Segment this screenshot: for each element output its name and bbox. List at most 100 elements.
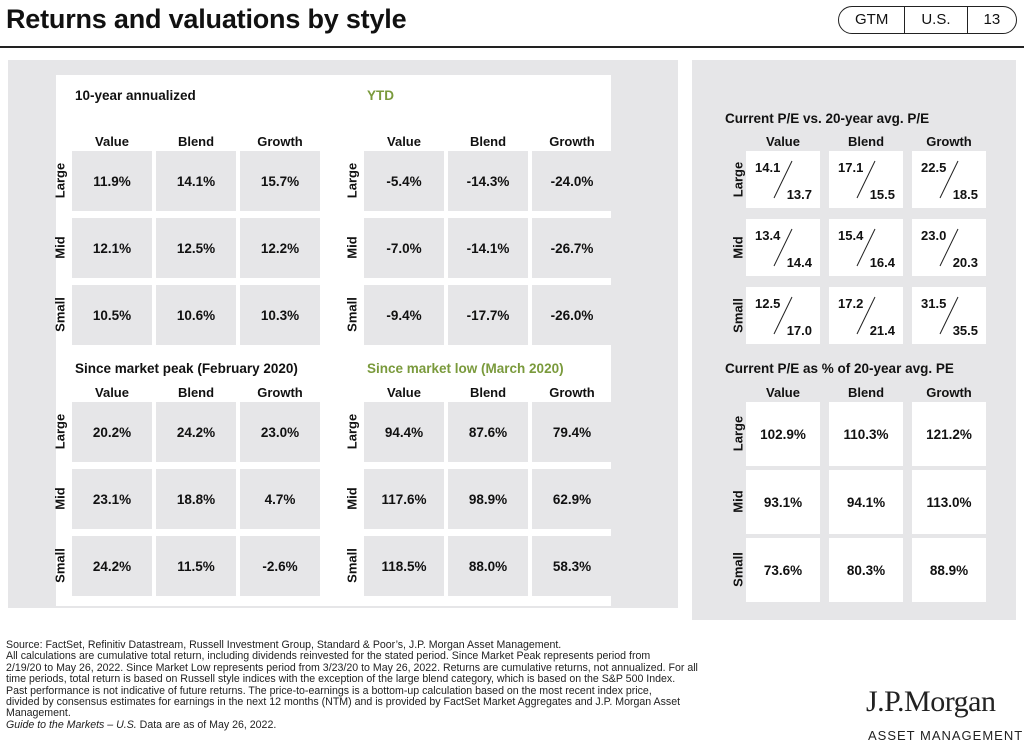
value-cell: -2.6% bbox=[240, 536, 320, 596]
row-label: Large bbox=[730, 161, 746, 197]
row-label: Large bbox=[52, 162, 68, 199]
row-label: Small bbox=[52, 297, 68, 332]
value-cell: 80.3% bbox=[829, 538, 903, 602]
column-label: Blend bbox=[177, 385, 215, 400]
column-label: Blend bbox=[847, 385, 885, 400]
average-pe: 15.5 bbox=[869, 187, 895, 202]
pe-cell: 22.5 18.5 bbox=[912, 151, 986, 208]
column-label: Value bbox=[766, 134, 800, 149]
average-pe: 13.7 bbox=[786, 187, 812, 202]
pe-divider-line bbox=[773, 228, 793, 267]
pe-divider-line bbox=[856, 296, 876, 335]
footnote-line: Source: FactSet, Refinitiv Datastream, R… bbox=[6, 639, 562, 651]
table-title: YTD bbox=[367, 88, 394, 103]
pe-cell: 23.0 20.3 bbox=[912, 219, 986, 276]
value-cell: 23.0% bbox=[240, 402, 320, 462]
page-tags: GTM U.S. 13 bbox=[838, 6, 1018, 34]
row-label: Mid bbox=[730, 235, 746, 259]
value-cell: 24.2% bbox=[156, 402, 236, 462]
column-label: Blend bbox=[469, 385, 507, 400]
value-cell: 62.9% bbox=[532, 469, 612, 529]
footnote-line: Management. bbox=[6, 707, 71, 720]
table-title: Since market peak (February 2020) bbox=[75, 361, 298, 376]
value-cell: -5.4% bbox=[364, 151, 444, 211]
current-pe: 12.5 bbox=[755, 296, 781, 311]
value-cell: 98.9% bbox=[448, 469, 528, 529]
tag-region: U.S. bbox=[905, 7, 968, 33]
row-label: Small bbox=[52, 548, 68, 583]
value-cell: 12.2% bbox=[240, 218, 320, 278]
row-label: Small bbox=[730, 297, 746, 333]
pe-divider-icon bbox=[939, 228, 959, 267]
row-label: Mid bbox=[344, 236, 360, 259]
value-cell: 12.1% bbox=[72, 218, 152, 278]
table-title: Since market low (March 2020) bbox=[367, 361, 564, 376]
value-cell: 4.7% bbox=[240, 469, 320, 529]
footnote-line: 2/19/20 to May 26, 2022. Since Market Lo… bbox=[6, 661, 698, 674]
value-cell: 93.1% bbox=[746, 470, 820, 534]
value-cell: 20.2% bbox=[72, 402, 152, 462]
current-pe: 23.0 bbox=[921, 228, 947, 243]
column-label: Growth bbox=[257, 134, 303, 149]
row-label: Mid bbox=[730, 490, 746, 513]
current-pe: 31.5 bbox=[921, 296, 947, 311]
value-cell: 24.2% bbox=[72, 536, 152, 596]
asset-management-label: ASSET MANAGEMENT bbox=[868, 728, 1024, 743]
column-label: Growth bbox=[549, 385, 595, 400]
current-pe: 22.5 bbox=[921, 160, 947, 175]
pe-cell: 17.1 15.5 bbox=[829, 151, 903, 208]
footnote-guide: Guide to the Markets – U.S. Data are as … bbox=[6, 719, 836, 731]
pe-cell: 17.2 21.4 bbox=[829, 287, 903, 344]
tag-page-number: 13 bbox=[983, 11, 1001, 28]
column-label: Value bbox=[95, 134, 129, 149]
value-cell: 110.3% bbox=[829, 402, 903, 466]
value-cell: 87.6% bbox=[448, 402, 528, 462]
row-label: Large bbox=[730, 415, 746, 452]
value-cell: -24.0% bbox=[532, 151, 612, 211]
value-cell: 79.4% bbox=[532, 402, 612, 462]
value-cell: 14.1% bbox=[156, 151, 236, 211]
pe-cell: 14.1 13.7 bbox=[746, 151, 820, 208]
column-label: Growth bbox=[549, 134, 595, 149]
pe-cell: 31.5 35.5 bbox=[912, 287, 986, 344]
value-cell: 10.3% bbox=[240, 285, 320, 345]
current-pe: 15.4 bbox=[838, 228, 864, 243]
column-label: Value bbox=[95, 385, 129, 400]
header-rule bbox=[0, 46, 1024, 48]
row-label: Small bbox=[344, 297, 360, 332]
current-pe: 17.1 bbox=[838, 160, 864, 175]
value-cell: -7.0% bbox=[364, 218, 444, 278]
value-cell: 10.5% bbox=[72, 285, 152, 345]
value-cell: 88.9% bbox=[912, 538, 986, 602]
pe-divider-icon bbox=[773, 296, 793, 335]
value-cell: 73.6% bbox=[746, 538, 820, 602]
pe-divider-icon bbox=[773, 228, 793, 267]
column-label: Value bbox=[387, 134, 421, 149]
value-cell: -17.7% bbox=[448, 285, 528, 345]
row-label: Large bbox=[344, 162, 360, 199]
column-label: Value bbox=[766, 385, 800, 400]
value-cell: 88.0% bbox=[448, 536, 528, 596]
pe-divider-icon bbox=[939, 296, 959, 335]
average-pe: 20.3 bbox=[952, 255, 978, 270]
pe-divider-line bbox=[773, 160, 793, 199]
row-label: Large bbox=[344, 413, 360, 450]
value-cell: 11.9% bbox=[72, 151, 152, 211]
footnote-line: All calculations are cumulative total re… bbox=[6, 650, 651, 663]
pe-divider-icon bbox=[856, 228, 876, 267]
pe-divider-icon bbox=[856, 160, 876, 199]
pe-divider-line bbox=[856, 160, 876, 199]
column-label: Blend bbox=[177, 134, 215, 149]
column-label: Growth bbox=[926, 134, 972, 149]
value-cell: -9.4% bbox=[364, 285, 444, 345]
row-label: Mid bbox=[344, 487, 360, 510]
column-label: Blend bbox=[847, 134, 885, 149]
pe-divider-line bbox=[773, 296, 793, 335]
value-cell: 11.5% bbox=[156, 536, 236, 596]
average-pe: 17.0 bbox=[786, 323, 812, 338]
pe-divider-icon bbox=[773, 160, 793, 199]
pe-divider-line bbox=[939, 160, 959, 199]
value-cell: 10.6% bbox=[156, 285, 236, 345]
value-cell: -26.7% bbox=[532, 218, 612, 278]
value-cell: 121.2% bbox=[912, 402, 986, 466]
